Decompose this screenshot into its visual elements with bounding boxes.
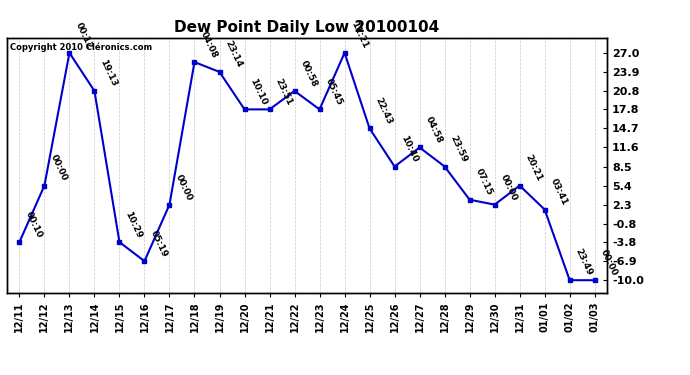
Text: 22:43: 22:43 (374, 96, 394, 126)
Text: 00:58: 00:58 (299, 58, 319, 88)
Text: Copyright 2010 Cléronics.com: Copyright 2010 Cléronics.com (10, 43, 152, 52)
Text: 00:00: 00:00 (48, 153, 68, 183)
Text: 23:51: 23:51 (274, 77, 294, 106)
Title: Dew Point Daily Low 20100104: Dew Point Daily Low 20100104 (175, 20, 440, 35)
Text: 00:12: 00:12 (74, 21, 94, 50)
Text: 11:21: 11:21 (348, 20, 369, 50)
Text: 00:00: 00:00 (599, 248, 619, 278)
Text: 00:10: 00:10 (23, 210, 43, 239)
Text: 23:14: 23:14 (224, 39, 244, 69)
Text: 05:19: 05:19 (148, 229, 169, 258)
Text: 23:59: 23:59 (448, 134, 469, 164)
Text: 10:10: 10:10 (248, 77, 269, 106)
Text: 04:08: 04:08 (199, 30, 219, 59)
Text: 04:58: 04:58 (424, 115, 444, 145)
Text: 05:45: 05:45 (324, 77, 344, 106)
Text: 10:29: 10:29 (124, 210, 144, 239)
Text: 07:15: 07:15 (474, 167, 494, 197)
Text: 10:40: 10:40 (399, 134, 419, 164)
Text: 23:49: 23:49 (574, 248, 594, 278)
Text: 19:13: 19:13 (99, 58, 119, 88)
Text: 20:21: 20:21 (524, 153, 544, 183)
Text: 00:00: 00:00 (174, 172, 194, 202)
Text: 00:00: 00:00 (499, 172, 519, 202)
Text: 03:41: 03:41 (549, 177, 569, 207)
